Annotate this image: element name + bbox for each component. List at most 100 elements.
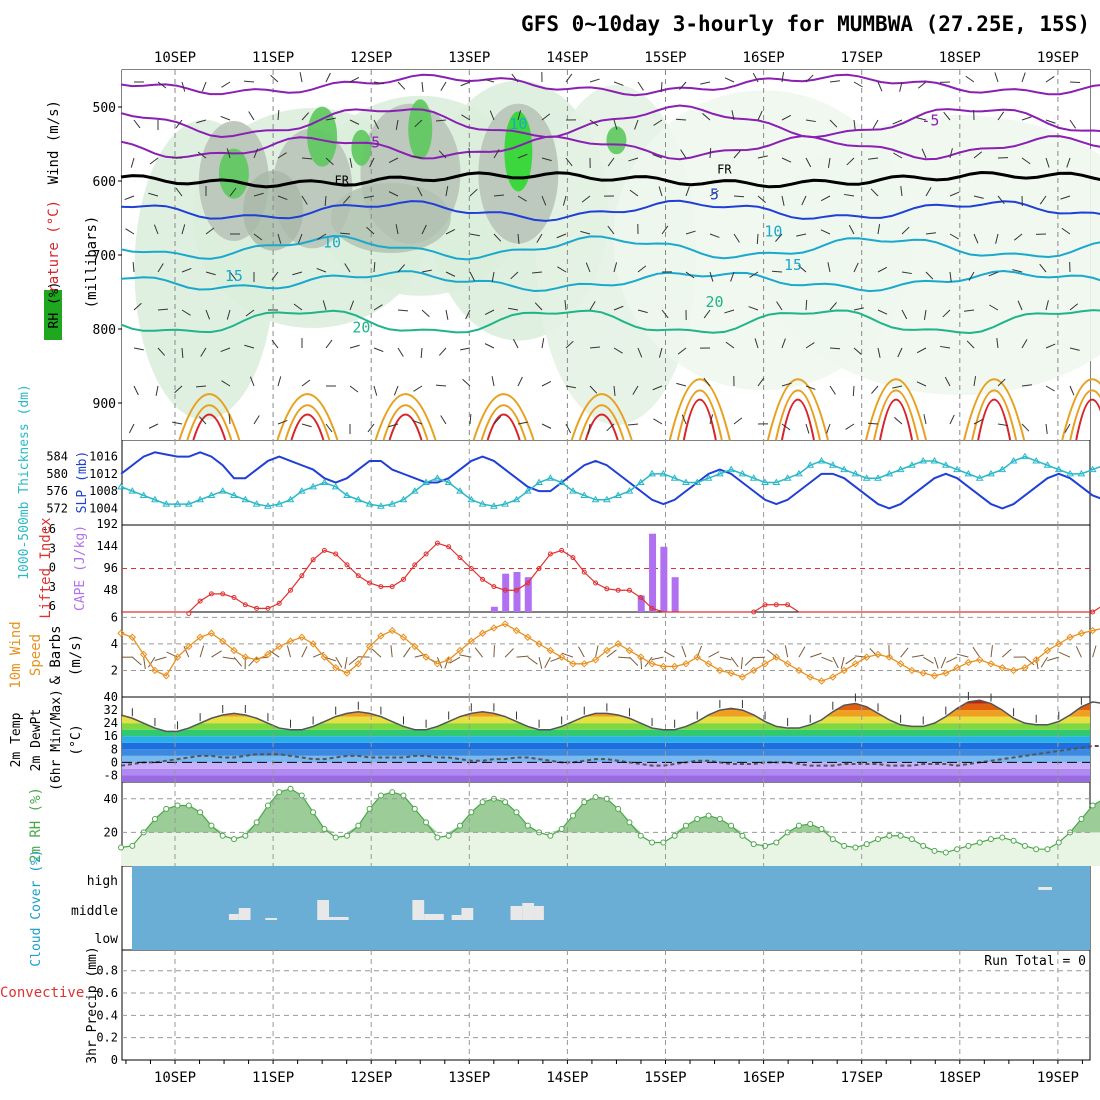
cloud-level-label: low xyxy=(95,932,119,947)
boundary-layer-contour xyxy=(290,413,325,441)
precip-tick-label: 0 xyxy=(111,1053,118,1067)
thickness-marker xyxy=(783,474,792,481)
wind-barb xyxy=(916,117,927,121)
rh-marker xyxy=(987,836,994,843)
thickness-marker xyxy=(410,487,419,494)
wind-barb xyxy=(973,233,979,244)
wind-barb xyxy=(853,307,864,311)
li-tick-label: -3 xyxy=(42,541,56,555)
wind-barb xyxy=(820,195,831,202)
wind-speed-marker xyxy=(365,642,374,651)
wind-speed-marker xyxy=(422,653,430,661)
wind-speed-marker xyxy=(716,666,724,675)
wind-speed-marker xyxy=(772,653,781,661)
wind-barb xyxy=(175,187,183,197)
wind-barb xyxy=(900,186,903,197)
wind-speed-marker xyxy=(569,660,577,668)
wind-barb xyxy=(637,81,644,91)
wind-barb xyxy=(469,188,478,197)
rh-marker xyxy=(863,841,870,848)
panel-frame-slp xyxy=(121,439,1091,526)
li-marker xyxy=(276,600,282,606)
wind-barb-10m xyxy=(663,650,675,658)
wind-barb xyxy=(510,271,519,280)
wind-speed-marker xyxy=(207,629,216,637)
wind-barb xyxy=(420,347,423,359)
boundary-layer-contour xyxy=(879,398,914,441)
thickness-marker xyxy=(218,487,227,494)
wind-barb xyxy=(397,264,406,273)
li-marker xyxy=(288,587,294,593)
wind-barb xyxy=(703,309,711,319)
wind-barb xyxy=(996,338,999,349)
wind-barb xyxy=(613,385,616,396)
wind-barb xyxy=(702,113,711,121)
wind-barb xyxy=(589,301,596,311)
wind-barb xyxy=(325,72,331,83)
wind-barb xyxy=(149,157,159,165)
wind-barb xyxy=(253,148,259,159)
upper-ylabel-legend: Wind (m/s)Temperature (°C)RH (%) xyxy=(44,100,62,340)
cloud-high-bar xyxy=(1038,887,1053,890)
thickness-marker xyxy=(761,478,769,485)
wind-barb-10m xyxy=(595,645,599,658)
wind-speed-marker xyxy=(456,646,464,655)
wind-barb xyxy=(517,195,527,202)
wind-barb xyxy=(829,347,841,350)
wind-barb xyxy=(580,230,591,235)
rh-marker xyxy=(682,822,689,829)
wind-barb-10m xyxy=(719,656,732,661)
wind-barb xyxy=(877,266,888,273)
wind-barb xyxy=(725,341,735,349)
thickness-marker xyxy=(896,465,905,473)
ylabel-cloud: Cloud Cover (%) xyxy=(29,849,44,966)
wind-barb xyxy=(397,81,406,90)
thickness-marker xyxy=(682,478,690,485)
temp-tick-label: -8 xyxy=(104,768,118,782)
wind-speed-marker xyxy=(851,660,860,668)
wind-barb xyxy=(469,413,472,425)
wind-barb xyxy=(923,309,927,320)
li-marker xyxy=(480,576,486,582)
wind-barb xyxy=(1013,233,1023,241)
temp-tick-label: 24 xyxy=(104,716,118,730)
date-label-top: 17SEP xyxy=(841,50,883,66)
rh-marker xyxy=(377,792,384,799)
li-marker xyxy=(570,555,576,561)
wind-barb xyxy=(325,157,334,166)
wind-barb xyxy=(1061,227,1071,235)
wind-barb-10m xyxy=(956,653,969,658)
wind-barb-10m xyxy=(821,656,833,663)
li-marker xyxy=(197,598,203,604)
thickness-tick-label: 576 xyxy=(46,484,68,498)
wind-barb xyxy=(781,195,785,206)
thickness-marker xyxy=(636,478,645,485)
rh-marker xyxy=(908,836,915,843)
wind-barb-10m xyxy=(222,656,235,660)
wind-barb-10m xyxy=(911,654,924,658)
wind-speed-marker xyxy=(614,640,622,648)
wind-barb-10m xyxy=(784,645,789,658)
pressure-tick-label: 600 xyxy=(93,175,116,190)
rh-marker xyxy=(1055,839,1062,846)
rh-shading xyxy=(307,106,338,167)
wind-barb xyxy=(733,195,745,198)
thickness-marker xyxy=(1021,452,1029,460)
wind-barb xyxy=(846,157,855,166)
wind-barb xyxy=(1021,72,1026,83)
wind-barb-10m xyxy=(154,656,167,661)
ylabel-temp: (6hr Min/Max) xyxy=(49,689,64,791)
contour-minus10 xyxy=(120,73,1100,97)
wind-barb xyxy=(709,147,712,159)
li-marker xyxy=(626,587,632,593)
pressure-tick-label: 800 xyxy=(93,323,116,338)
wind-speed-marker xyxy=(219,637,227,645)
date-label-top: 11SEP xyxy=(252,50,294,66)
wind-barb xyxy=(253,415,260,425)
wind-barb xyxy=(901,309,908,320)
wind-barb xyxy=(412,419,423,425)
wind-barb xyxy=(181,347,184,359)
wind-barb xyxy=(829,302,837,311)
wind-barb xyxy=(174,385,183,394)
wind-barb-10m xyxy=(990,645,993,658)
